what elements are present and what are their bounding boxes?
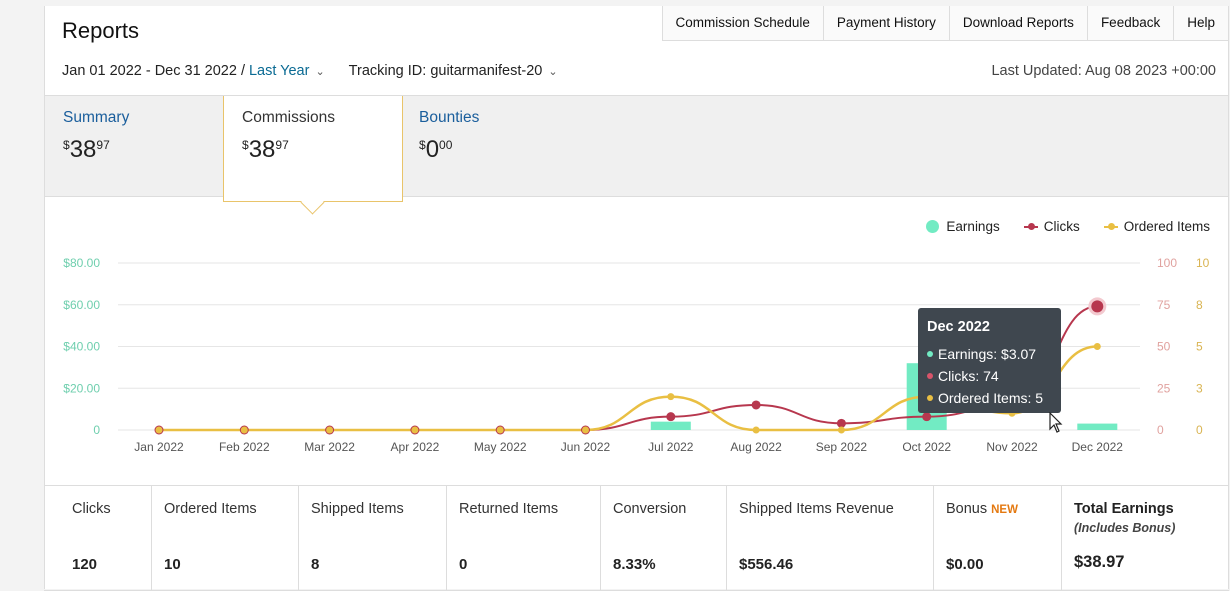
stat-shipped-items: Shipped Items 8 (298, 486, 446, 590)
stat-value: 0 (459, 556, 468, 573)
top-nav: Commission Schedule Payment History Down… (661, 6, 1228, 41)
chart-tooltip: Dec 2022 Earnings: $3.07 Clicks: 74 Orde… (918, 308, 1061, 413)
tab-summary-amount: $3897 (63, 136, 110, 163)
date-separator: / (240, 63, 245, 79)
mouse-cursor-icon (1049, 411, 1063, 439)
tooltip-title: Dec 2022 (927, 319, 990, 335)
stats-bar: Clicks 120 Ordered Items 10 Shipped Item… (44, 485, 1229, 591)
stats-row: Clicks 120 Ordered Items 10 Shipped Item… (44, 485, 1229, 591)
tooltip-clicks: Clicks: 74 (927, 368, 999, 384)
earnings-swatch (926, 220, 940, 233)
payment-history-link[interactable]: Payment History (822, 6, 949, 41)
legend-clicks[interactable]: Clicks (1023, 219, 1080, 234)
stat-returned-items: Returned Items 0 (446, 486, 601, 590)
stat-label: Conversion (613, 501, 687, 517)
tab-commissions-label: Commissions (242, 109, 336, 126)
tab-bounties-amount: $000 (419, 136, 453, 163)
stat-value: 8.33% (613, 556, 656, 573)
stat-value: 120 (72, 556, 98, 573)
stat-conversion: Conversion 8.33% (600, 486, 727, 590)
tab-commissions-amount: $3897 (242, 136, 289, 163)
ordered-items-swatch (1103, 222, 1118, 230)
tab-summary[interactable]: Summary $3897 (45, 96, 223, 196)
tooltip-earnings: Earnings: $3.07 (927, 346, 1036, 362)
stat-sublabel: (Includes Bonus) (1074, 521, 1176, 535)
stat-shipped-items-revenue: Shipped Items Revenue $556.46 (726, 486, 934, 590)
report-tabs: Summary $3897 Commissions $3897 Bounties… (45, 95, 1228, 215)
last-updated: Last Updated: Aug 08 2023 +00:00 (991, 63, 1216, 79)
tab-commissions[interactable]: Commissions $3897 (223, 96, 403, 215)
stat-total-earnings: Total Earnings (Includes Bonus) $38.97 (1061, 486, 1230, 590)
help-link[interactable]: Help (1173, 6, 1228, 41)
stat-ordered-items: Ordered Items 10 (151, 486, 299, 590)
tab-summary-label: Summary (63, 109, 130, 126)
legend-earnings[interactable]: Earnings (926, 219, 1000, 234)
chevron-down-icon[interactable]: ⌄ (315, 65, 325, 78)
tracking-id-selector[interactable]: Tracking ID: guitarmanifest-20 (348, 63, 543, 79)
feedback-link[interactable]: Feedback (1086, 6, 1174, 41)
stat-label: Clicks (72, 501, 111, 517)
reports-panel: Reports Commission Schedule Payment Hist… (44, 6, 1229, 589)
tab-bounties-label: Bounties (419, 109, 480, 126)
stat-label: Shipped Items (311, 501, 404, 517)
stat-clicks: Clicks 120 (60, 486, 152, 590)
stat-bonus: Bonus NEW $0.00 (933, 486, 1062, 590)
stat-value: 8 (311, 556, 320, 573)
page-title: Reports (62, 18, 140, 43)
download-reports-link[interactable]: Download Reports (948, 6, 1087, 41)
active-tab-pointer (300, 190, 325, 215)
tab-bounties[interactable]: Bounties $000 (401, 96, 579, 196)
stat-value: $0.00 (946, 556, 984, 573)
chevron-down-icon[interactable]: ⌄ (548, 65, 558, 78)
stat-label: Shipped Items Revenue (739, 501, 894, 517)
stat-label: Ordered Items (164, 501, 257, 517)
stat-label: Bonus NEW (946, 501, 1018, 517)
period-selector[interactable]: Last Year (248, 63, 310, 79)
clicks-swatch (1023, 222, 1038, 230)
tooltip-ordered-items: Ordered Items: 5 (927, 390, 1043, 406)
chart-legend: Earnings Clicks Ordered Items (902, 219, 1210, 234)
commission-schedule-link[interactable]: Commission Schedule (661, 6, 823, 41)
stat-label: Total Earnings (1074, 501, 1174, 517)
new-badge: NEW (991, 504, 1018, 516)
date-range: Jan 01 2022 - Dec 31 2022 (62, 63, 237, 79)
filter-row: Jan 01 2022 - Dec 31 2022 / Last Year ⌄ … (62, 63, 582, 79)
stat-value: $38.97 (1074, 553, 1125, 571)
stat-value: $556.46 (739, 556, 794, 573)
legend-ordered-items[interactable]: Ordered Items (1103, 219, 1210, 234)
stat-label: Returned Items (459, 501, 559, 517)
stat-value: 10 (164, 556, 181, 573)
